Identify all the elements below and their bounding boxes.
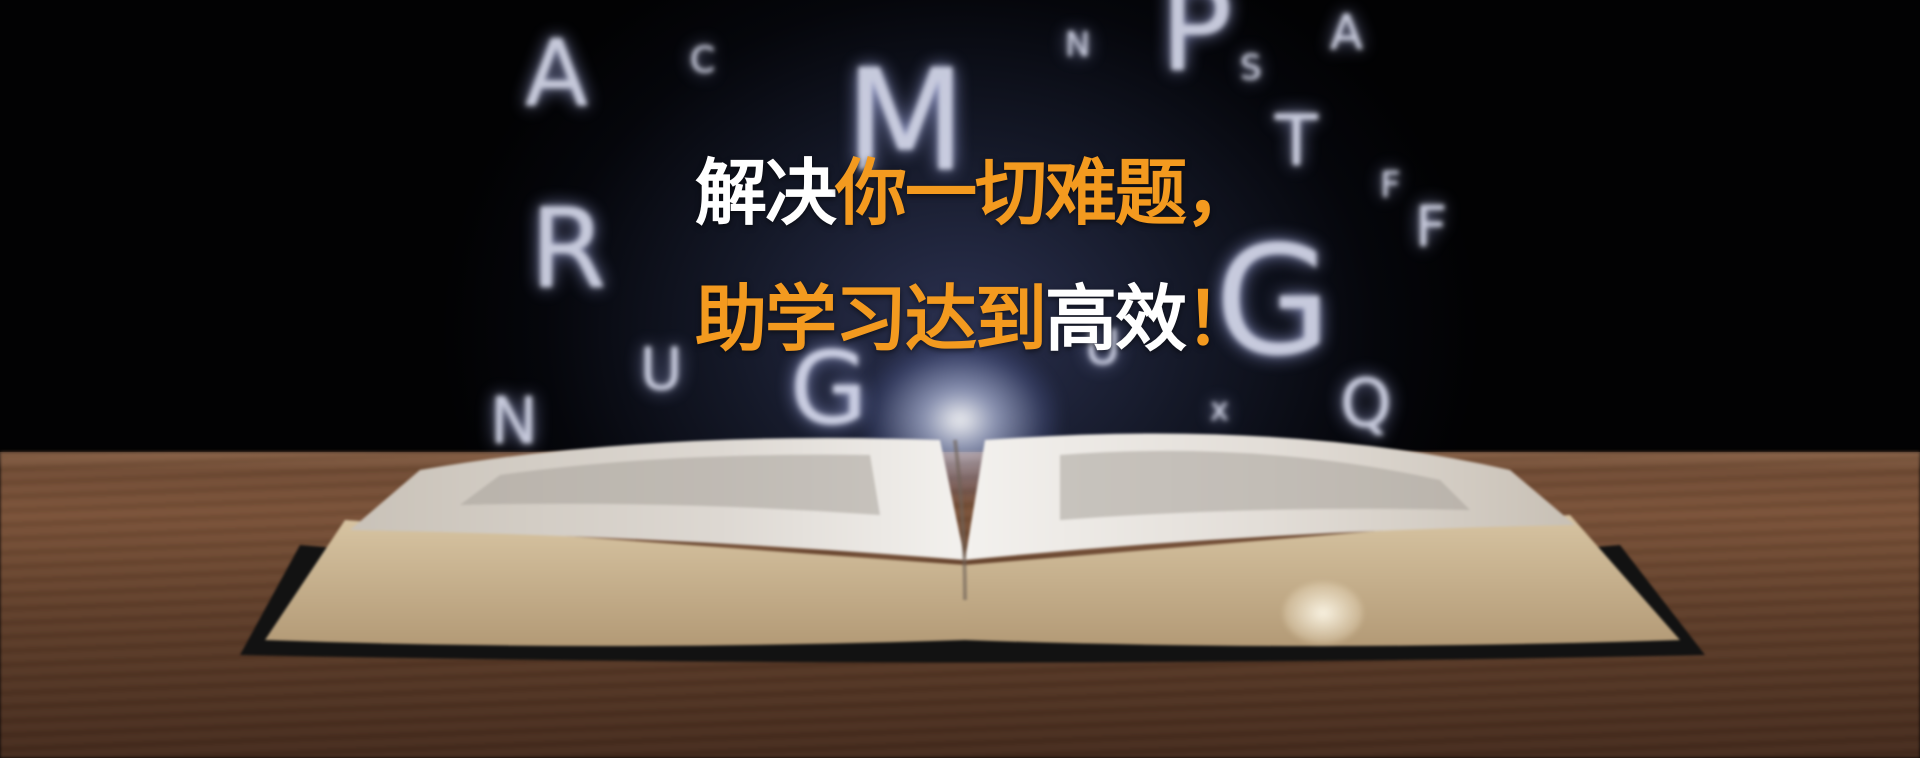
headline-orange-text: 助学习达到 [695, 277, 1047, 361]
page-text-left [460, 454, 880, 515]
headline: 解决你一切难题， 助学习达到高效！ [695, 130, 1257, 382]
headline-line-1: 解决你一切难题， [695, 130, 1257, 256]
headline-white-text: 高效 [1045, 277, 1187, 361]
page-text-right [1060, 450, 1470, 520]
page-stack-left [265, 520, 965, 646]
bokeh-light [1283, 582, 1363, 644]
page-stack-right [965, 515, 1680, 646]
headline-exclamation: ！ [1185, 277, 1257, 361]
headline-white-text: 解决 [695, 151, 837, 235]
headline-line-2: 助学习达到高效！ [695, 256, 1257, 382]
headline-orange-text: 你一切难题， [835, 151, 1257, 235]
book-spine-crease [953, 439, 967, 601]
